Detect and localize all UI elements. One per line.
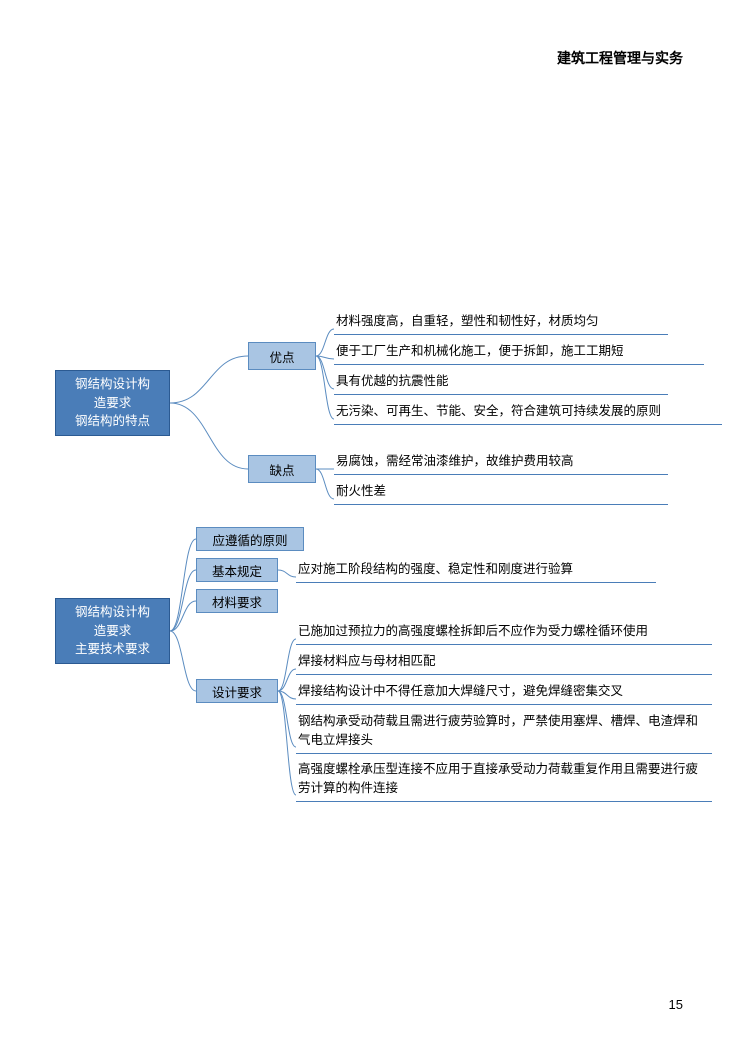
root-node: 钢结构设计构造要求主要技术要求 bbox=[55, 598, 170, 664]
leaf-node: 应对施工阶段结构的强度、稳定性和刚度进行验算 bbox=[296, 558, 656, 583]
leaf-node: 耐火性差 bbox=[334, 480, 668, 505]
branch-node: 材料要求 bbox=[196, 589, 278, 613]
mindmap-canvas: 钢结构设计构造要求钢结构的特点 优点材料强度高，自重轻，塑性和韧性好，材质均匀便于… bbox=[0, 0, 743, 1052]
leaf-node: 材料强度高，自重轻，塑性和韧性好，材质均匀 bbox=[334, 310, 668, 335]
branch-node: 应遵循的原则 bbox=[196, 527, 304, 551]
leaf-node: 便于工厂生产和机械化施工，便于拆卸，施工工期短 bbox=[334, 340, 704, 365]
leaf-node: 高强度螺栓承压型连接不应用于直接承受动力荷载重复作用且需要进行疲劳计算的构件连接 bbox=[296, 758, 712, 802]
leaf-node: 焊接结构设计中不得任意加大焊缝尺寸，避免焊缝密集交叉 bbox=[296, 680, 712, 705]
branch-node: 缺点 bbox=[248, 455, 316, 483]
leaf-node: 焊接材料应与母材相匹配 bbox=[296, 650, 712, 675]
root-node: 钢结构设计构造要求钢结构的特点 bbox=[55, 370, 170, 436]
leaf-node: 已施加过预拉力的高强度螺栓拆卸后不应作为受力螺栓循环使用 bbox=[296, 620, 712, 645]
leaf-node: 具有优越的抗震性能 bbox=[334, 370, 668, 395]
leaf-node: 钢结构承受动荷载且需进行疲劳验算时，严禁使用塞焊、槽焊、电渣焊和气电立焊接头 bbox=[296, 710, 712, 754]
branch-node: 基本规定 bbox=[196, 558, 278, 582]
branch-node: 优点 bbox=[248, 342, 316, 370]
leaf-node: 无污染、可再生、节能、安全，符合建筑可持续发展的原则 bbox=[334, 400, 722, 425]
leaf-node: 易腐蚀，需经常油漆维护，故维护费用较高 bbox=[334, 450, 668, 475]
branch-node: 设计要求 bbox=[196, 679, 278, 703]
